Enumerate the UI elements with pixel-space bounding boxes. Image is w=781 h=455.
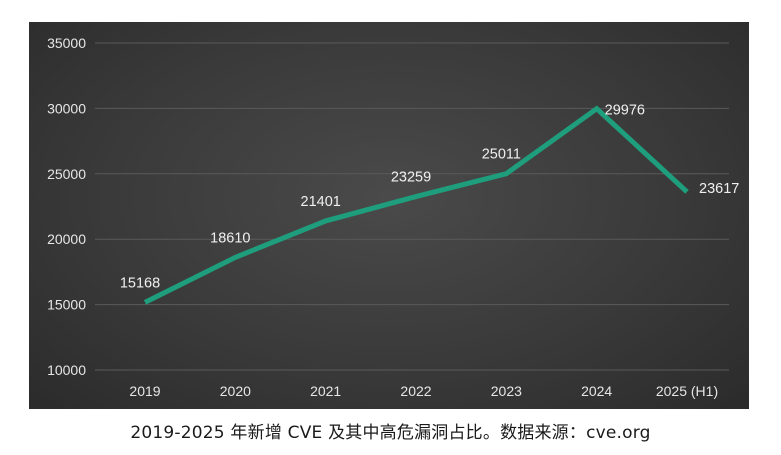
- chart-panel: 10000 15000 20000 25000 30000 35000 2019 2020 2…: [29, 22, 749, 409]
- data-label: 15168: [120, 275, 160, 291]
- series-line-0: [143, 105, 689, 305]
- y-tick-label: 20000: [47, 231, 86, 247]
- y-tick-label: 25000: [47, 166, 86, 182]
- y-tick-label: 30000: [47, 100, 86, 116]
- chart-caption: 2019-2025 年新增 CVE 及其中高危漏洞占比。数据来源：cve.org: [130, 423, 651, 443]
- y-tick-label: 10000: [47, 362, 86, 378]
- data-label: 21401: [301, 194, 341, 210]
- x-tick-label: 2019: [129, 383, 160, 399]
- data-labels: 15168 18610 21401 23259 25011 29976 23617: [120, 103, 739, 292]
- y-axis-ticks: 10000 15000 20000 25000 30000 35000: [47, 35, 86, 378]
- series-layer: [143, 105, 689, 305]
- x-tick-label: 2020: [220, 383, 251, 399]
- y-tick-label: 15000: [47, 297, 86, 313]
- data-label: 18610: [210, 230, 250, 246]
- x-tick-label: 2025 (H1): [656, 383, 718, 399]
- data-label: 29976: [605, 103, 645, 119]
- x-axis-ticks: 2019 2020 2021 2022 2023 2024 2025 (H1): [129, 383, 718, 399]
- y-tick-label: 35000: [47, 35, 86, 51]
- x-tick-label: 2023: [491, 383, 522, 399]
- grid-lines: [95, 42, 729, 371]
- x-tick-label: 2022: [400, 383, 431, 399]
- x-tick-label: 2021: [310, 383, 341, 399]
- data-label: 23259: [391, 170, 431, 186]
- data-label: 23617: [699, 181, 739, 197]
- data-label: 25011: [482, 147, 521, 163]
- x-tick-label: 2024: [581, 383, 612, 399]
